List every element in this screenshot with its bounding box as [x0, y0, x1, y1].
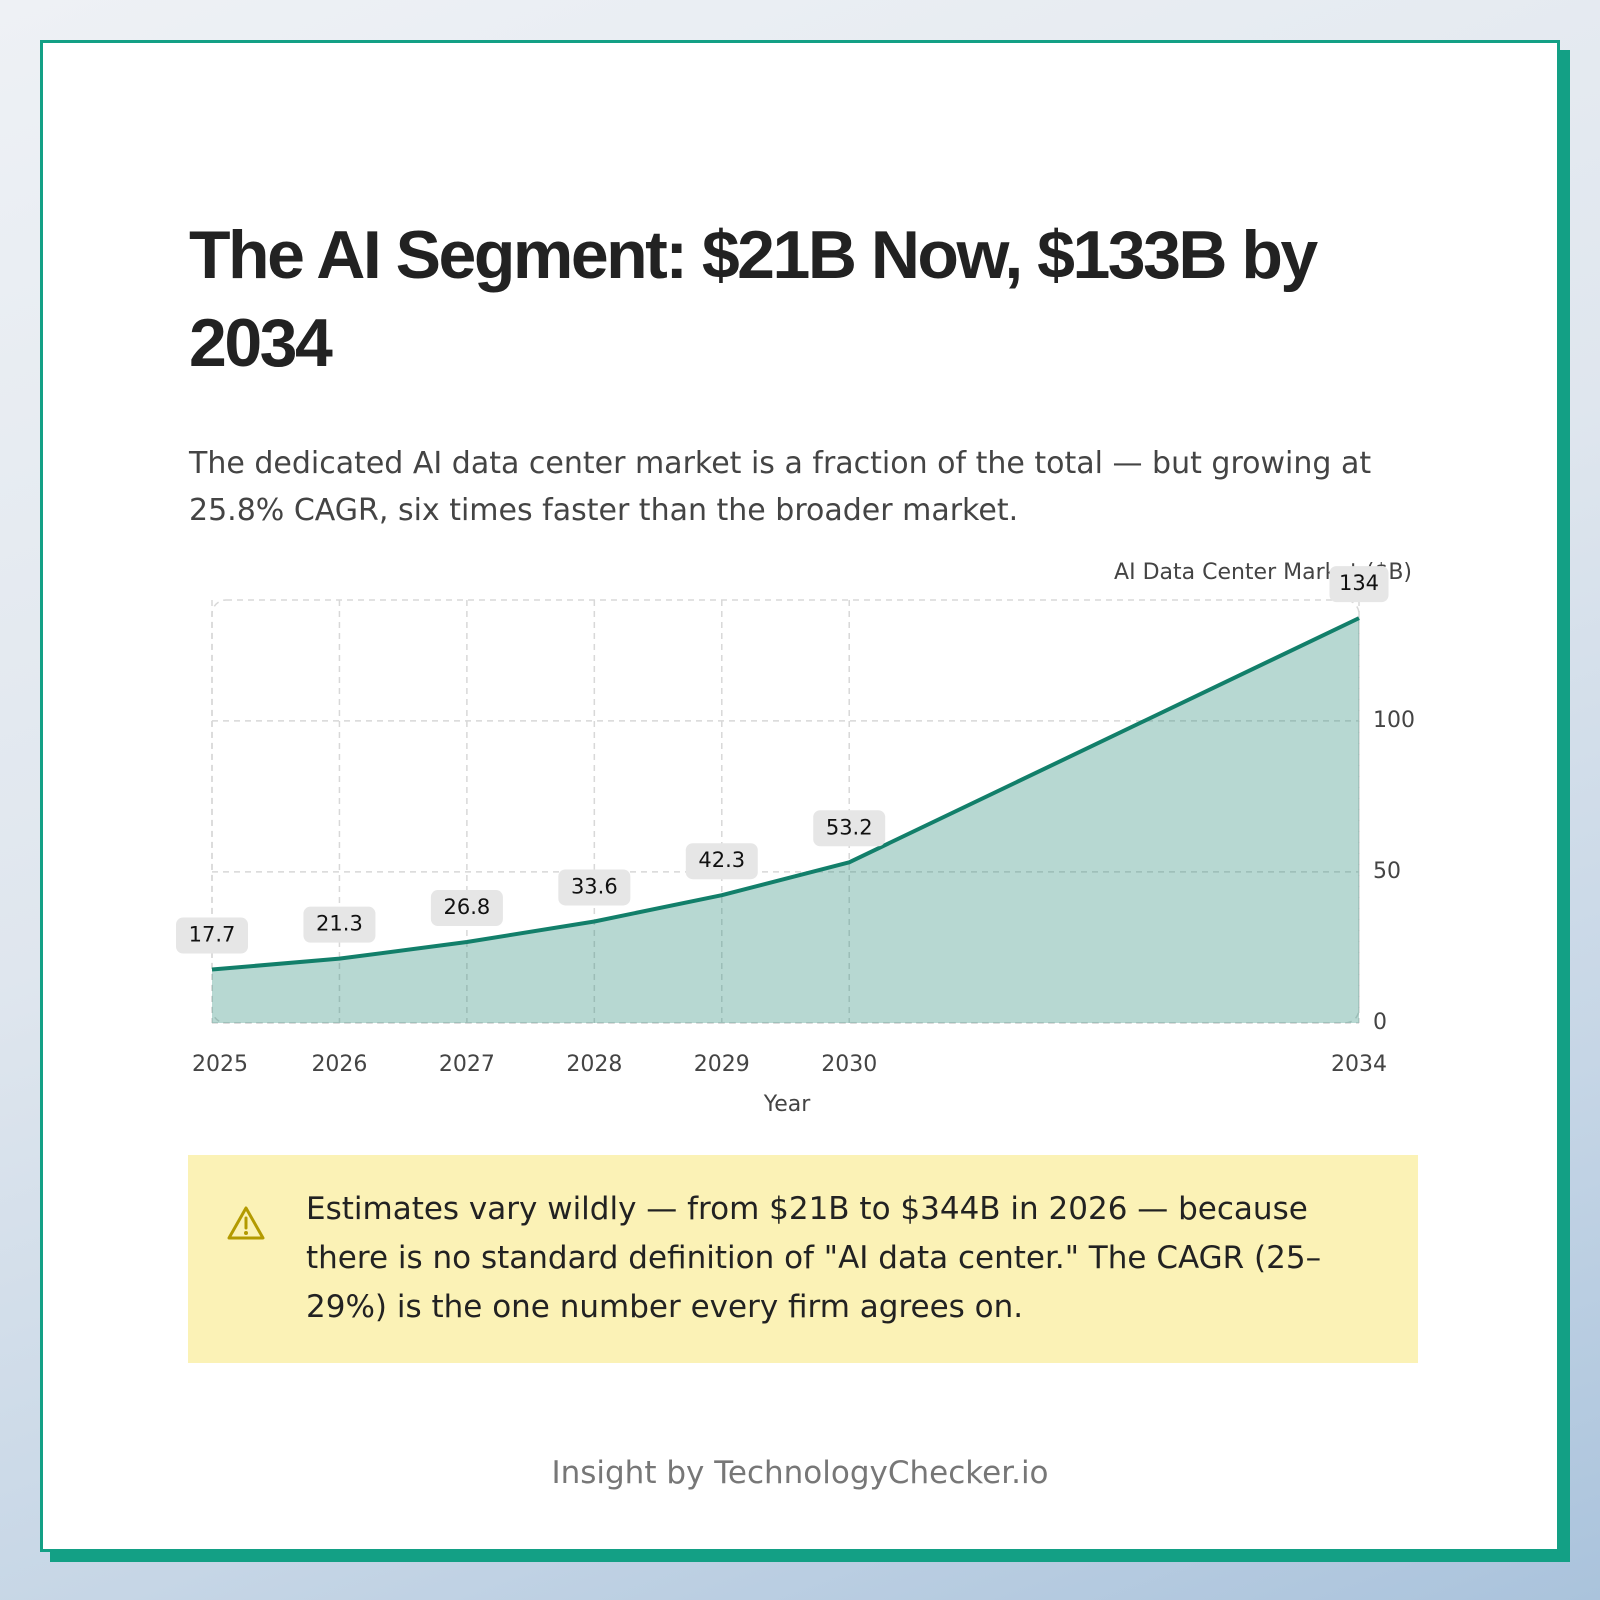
- data-label-group: 21.3: [303, 906, 376, 943]
- subtitle: The dedicated AI data center market is a…: [189, 446, 1372, 528]
- data-label-group: 26.8: [430, 890, 503, 927]
- data-label-box: [558, 869, 631, 906]
- data-label-box: [1329, 566, 1389, 603]
- x-tick-label: 2027: [439, 1052, 495, 1077]
- warning-icon: [227, 1206, 265, 1240]
- data-label-box: [303, 906, 376, 943]
- data-label-box: [176, 917, 248, 954]
- title: The AI Segment: $21B Now, $133B by 2034: [189, 217, 1318, 381]
- data-label-box: [813, 810, 886, 847]
- data-label: 53.2: [826, 815, 873, 839]
- data-label-group: 17.7: [176, 917, 248, 954]
- y-tick-label: 100: [1373, 708, 1415, 733]
- area: [212, 618, 1359, 1023]
- y-tick-label: 50: [1373, 859, 1401, 884]
- data-label-box: [430, 890, 503, 927]
- data-label: 42.3: [698, 848, 745, 872]
- data-label-box: [685, 843, 758, 880]
- data-label-group: 42.3: [685, 843, 758, 880]
- data-label-group: 134: [1329, 566, 1389, 603]
- data-label-group: 53.2: [813, 810, 886, 847]
- data-label-group: 33.6: [558, 869, 631, 906]
- data-label: 26.8: [444, 895, 491, 919]
- x-tick-label: 2028: [566, 1052, 622, 1077]
- footer: Insight by TechnologyChecker.io: [551, 1455, 1049, 1491]
- callout-text: Estimates vary wildly — from $21B to $34…: [306, 1191, 1322, 1325]
- data-label: 21.3: [316, 912, 363, 936]
- y-tick-label: 0: [1373, 1010, 1387, 1035]
- x-tick-label: 2026: [311, 1052, 367, 1077]
- x-tick-label: 2025: [192, 1052, 248, 1077]
- callout: Estimates vary wildly — from $21B to $34…: [188, 1155, 1418, 1363]
- x-tick-label: 2034: [1331, 1052, 1387, 1077]
- data-label: 33.6: [571, 874, 618, 898]
- data-label: 134: [1339, 571, 1379, 595]
- x-tick-label: 2029: [694, 1052, 750, 1077]
- data-label: 17.7: [189, 923, 236, 947]
- x-tick-label: 2030: [821, 1052, 877, 1077]
- card: The AI Segment: $21B Now, $133B by 2034 …: [40, 40, 1560, 1552]
- x-axis-title: Year: [763, 1092, 812, 1117]
- line: [211, 616, 1360, 972]
